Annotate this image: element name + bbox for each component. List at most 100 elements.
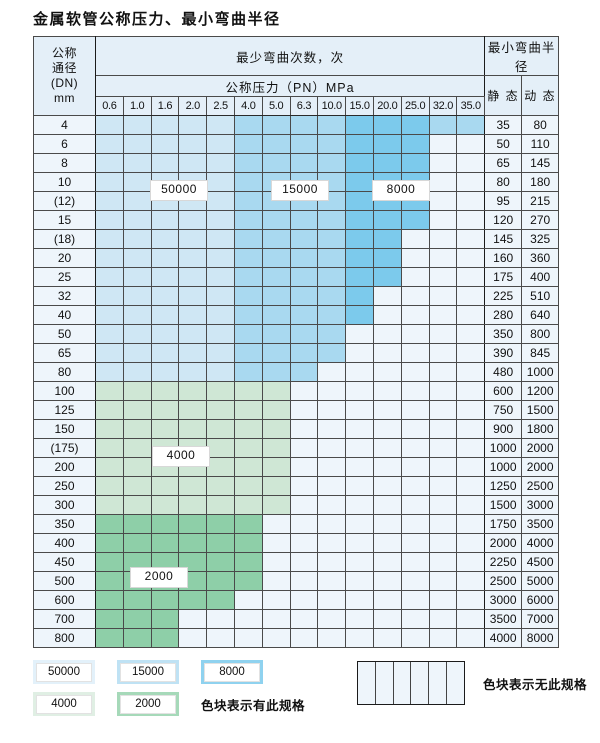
dn-value-cell: 4 (33, 115, 96, 135)
spec-cell (345, 210, 374, 230)
spec-cell (317, 609, 347, 629)
callout-label: 2000 (130, 567, 188, 588)
spec-cell (206, 400, 235, 420)
spec-cell (289, 571, 319, 591)
spec-cell (122, 381, 152, 401)
spec-cell (317, 419, 347, 439)
spec-cell (261, 381, 291, 401)
legend-swatch-4000-label: 4000 (36, 694, 92, 714)
spec-cell (122, 362, 152, 382)
pressure-column-header: 20.0 (372, 96, 402, 116)
table-row: 350 1750 3500 (33, 514, 560, 534)
spec-cell (150, 153, 180, 173)
table-row: 50 350 800 (33, 324, 560, 344)
static-radius-cell: 225 (484, 286, 523, 306)
spec-cell (428, 229, 458, 249)
spec-cell (428, 609, 458, 629)
spec-cell (428, 248, 458, 268)
spec-cell (95, 362, 124, 382)
spec-cell (372, 305, 402, 325)
spec-cell (400, 514, 430, 534)
spec-cell (261, 552, 291, 572)
spec-cell (372, 210, 402, 230)
static-radius-cell: 145 (484, 229, 523, 249)
spec-cell (95, 286, 124, 306)
dynamic-radius-cell: 5000 (521, 571, 560, 591)
dn-value-cell: 500 (33, 571, 96, 591)
table-row: 32 225 510 (33, 286, 560, 306)
dynamic-radius-cell: 3000 (521, 495, 560, 515)
spec-cell (95, 628, 124, 648)
spec-cell (428, 438, 458, 458)
spec-cell (261, 438, 291, 458)
table-row: 40 280 640 (33, 305, 560, 325)
spec-cell (150, 609, 180, 629)
spec-cell (289, 153, 319, 173)
spec-cell (317, 533, 347, 553)
spec-cell (456, 438, 486, 458)
spec-cell (456, 115, 486, 135)
dynamic-radius-cell: 2500 (521, 476, 560, 496)
spec-cell (345, 381, 374, 401)
spec-cell (372, 609, 402, 629)
spec-cell (372, 134, 402, 154)
spec-cell (206, 248, 235, 268)
spec-cell (317, 210, 347, 230)
spec-cell (178, 495, 208, 515)
dn-value-cell: 6 (33, 134, 96, 154)
spec-cell (317, 495, 347, 515)
spec-cell (95, 191, 124, 211)
spec-cell (345, 267, 374, 287)
spec-cell (372, 495, 402, 515)
spec-cell (317, 305, 347, 325)
spec-cell (150, 305, 180, 325)
spec-cell (261, 514, 291, 534)
spec-cell (206, 381, 235, 401)
dn-value-cell: 400 (33, 533, 96, 553)
pressure-column-header: 2.5 (206, 96, 235, 116)
spec-cell (317, 438, 347, 458)
spec-cell (428, 400, 458, 420)
spec-cell (345, 552, 374, 572)
spec-cell (372, 115, 402, 135)
dynamic-radius-cell: 4000 (521, 533, 560, 553)
spec-cell (122, 229, 152, 249)
spec-cell (233, 552, 263, 572)
spec-cell (122, 210, 152, 230)
spec-cell (261, 457, 291, 477)
spec-cell (428, 533, 458, 553)
pressure-column-header: 6.3 (289, 96, 319, 116)
dynamic-radius-cell: 270 (521, 210, 560, 230)
spec-cell (261, 400, 291, 420)
spec-cell (206, 438, 235, 458)
spec-cell (289, 514, 319, 534)
spec-cell (206, 552, 235, 572)
spec-cell (428, 628, 458, 648)
spec-cell (206, 172, 235, 192)
spec-cell (345, 343, 374, 363)
spec-cell (289, 248, 319, 268)
spec-cell (289, 134, 319, 154)
callout-label: 50000 (150, 180, 208, 201)
spec-cell (233, 191, 263, 211)
spec-cell (206, 628, 235, 648)
spec-cell (289, 286, 319, 306)
spec-cell (400, 609, 430, 629)
spec-cell (400, 343, 430, 363)
spec-cell (178, 229, 208, 249)
spec-cell (317, 153, 347, 173)
legend-swatch-15000-label: 15000 (120, 662, 176, 682)
spec-cell (206, 419, 235, 439)
spec-cell (345, 305, 374, 325)
static-radius-cell: 2500 (484, 571, 523, 591)
spec-cell (289, 419, 319, 439)
spec-cell (95, 305, 124, 325)
spec-cell (122, 286, 152, 306)
spec-cell (95, 115, 124, 135)
spec-cell (95, 514, 124, 534)
spec-cell (317, 457, 347, 477)
spec-cell (317, 286, 347, 306)
static-radius-cell: 120 (484, 210, 523, 230)
spec-cell (456, 172, 486, 192)
grid-cell-icon (394, 662, 412, 704)
